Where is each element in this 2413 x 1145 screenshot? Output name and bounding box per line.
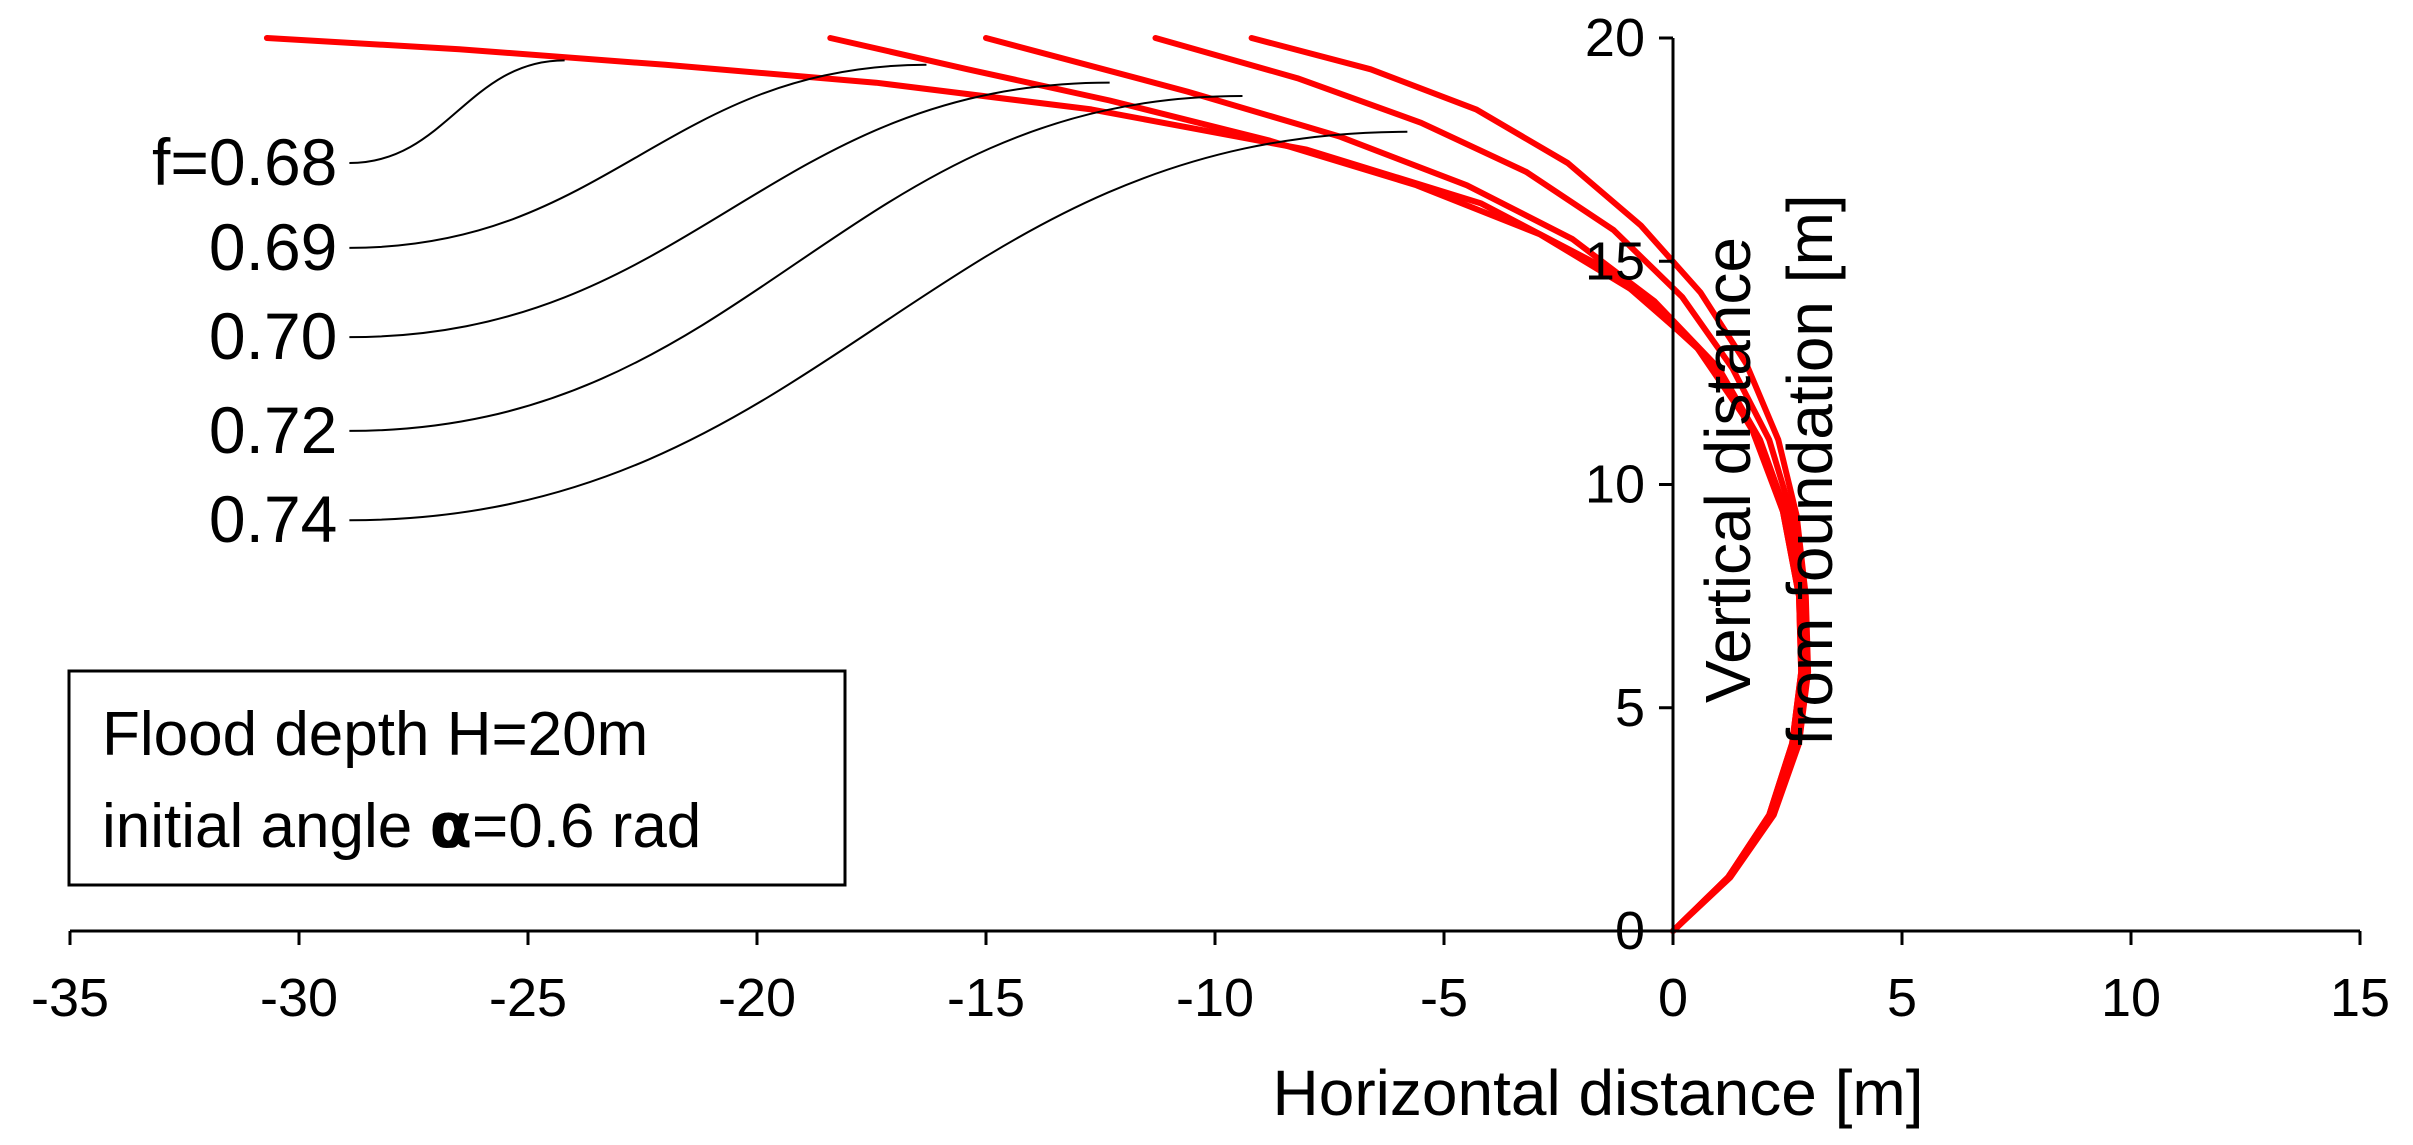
x-ticks: -35 -30 -25 -20 -15 -10 -5 0 5 10 15 (31, 931, 2390, 1028)
y-axis-title-line-1: Vertical distance (1692, 237, 1764, 703)
annotation-line-1: Flood depth H=20m (102, 700, 648, 769)
x-tick-label: 5 (1887, 968, 1917, 1028)
x-tick-label: -5 (1420, 968, 1468, 1028)
x-tick-label: 15 (2330, 968, 2390, 1028)
curve-leader-line (349, 63, 927, 249)
curve-label: 0.72 (209, 393, 337, 467)
curve-label: 0.69 (209, 210, 337, 284)
curve-line (983, 35, 1807, 934)
axes-layer: -35 -30 -25 -20 -15 -10 -5 0 5 10 15 0 5 10 15 20 (31, 8, 2390, 1028)
x-tick-label: -20 (718, 968, 796, 1028)
y-tick-label: 15 (1585, 231, 1645, 291)
curve-labels: f=0.68 0.69 0.70 0.72 0.74 (152, 125, 337, 556)
x-tick-label: -35 (31, 968, 109, 1028)
y-tick-label: 20 (1585, 8, 1645, 68)
y-axis-title-line-2: from foundation [m] (1774, 194, 1846, 745)
annotation-line-2: initial angle α=0.6 rad (102, 789, 701, 862)
leaders-layer (349, 59, 1408, 522)
curve-line (827, 35, 1805, 934)
curve-line (1248, 35, 1812, 934)
x-tick-label: -10 (1176, 968, 1254, 1028)
x-tick-label: -30 (260, 968, 338, 1028)
x-tick-label: 0 (1658, 968, 1688, 1028)
annotation-prefix: initial angle (102, 792, 429, 861)
x-tick-label: -25 (489, 968, 567, 1028)
curve-label: 0.70 (209, 299, 337, 373)
curve-leader-line (349, 59, 565, 165)
y-tick-label: 0 (1615, 901, 1645, 961)
curve-label: 0.74 (209, 482, 337, 556)
x-tick-label: -15 (947, 968, 1025, 1028)
annotation-box: Flood depth H=20m initial angle α=0.6 ra… (67, 669, 847, 887)
curve-leader-line (349, 130, 1408, 522)
y-ticks: 0 5 10 15 20 (1585, 8, 1673, 961)
alpha-symbol: α (429, 789, 472, 862)
x-tick-label: 10 (2101, 968, 2161, 1028)
curves-layer (263, 35, 1812, 934)
annotation-frame (67, 669, 847, 887)
curve-leader-line (349, 95, 1243, 432)
curve-label: f=0.68 (152, 125, 337, 199)
y-tick-label: 5 (1615, 678, 1645, 738)
annotation-suffix: =0.6 rad (472, 792, 701, 861)
x-axis-title: Horizontal distance [m] (1273, 1057, 1924, 1129)
y-tick-label: 10 (1585, 455, 1645, 515)
curve-leader-line (349, 81, 1110, 339)
